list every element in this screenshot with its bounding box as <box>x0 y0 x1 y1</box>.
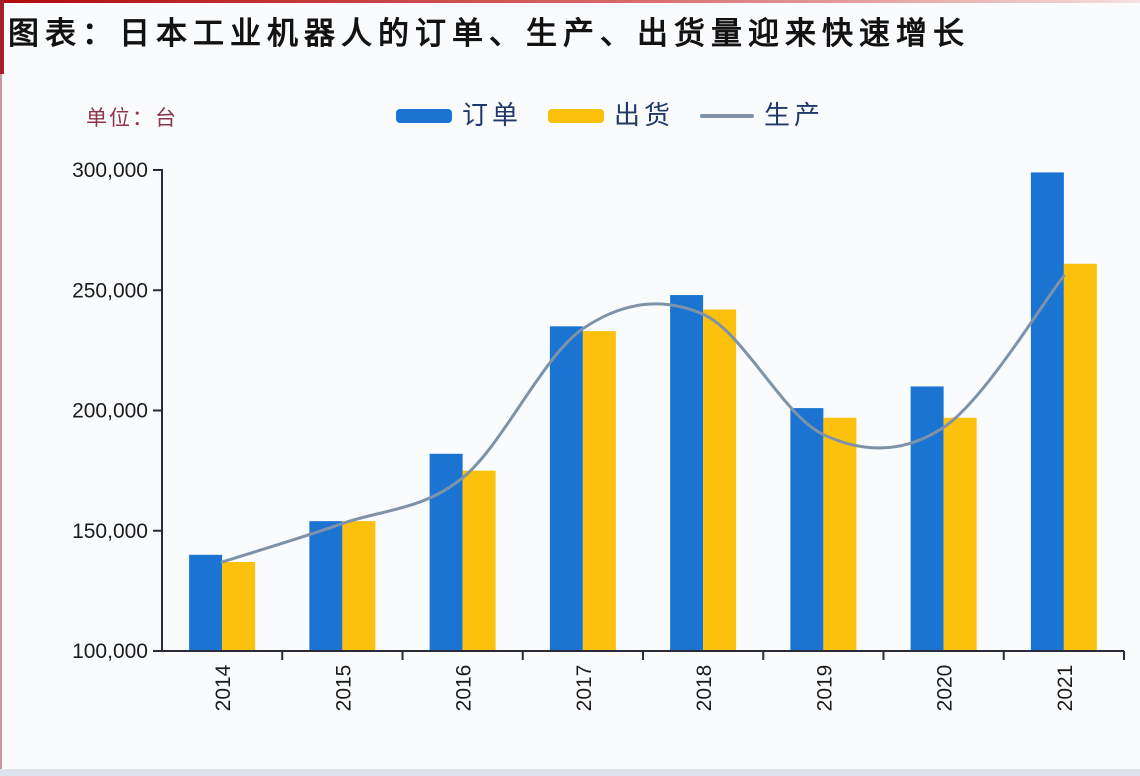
x-tick-label-2021: 2021 <box>1054 665 1077 712</box>
bar-shipments-2019 <box>823 417 857 652</box>
unit-label: 单位：台 <box>86 107 178 130</box>
red-top-border <box>0 0 1140 3</box>
bar-orders-2020 <box>910 386 944 652</box>
bottom-strip <box>0 769 1140 776</box>
red-left-edge <box>0 0 2 776</box>
x-tick-label-2019: 2019 <box>813 665 836 712</box>
bar-orders-2021 <box>1030 172 1064 652</box>
x-tick-label-2017: 2017 <box>573 665 596 712</box>
x-tick-label-2014: 2014 <box>212 664 235 711</box>
bar-orders-2014 <box>189 554 223 652</box>
bar-orders-2019 <box>790 408 824 652</box>
red-left-border-segment <box>0 0 4 74</box>
legend-label-production: 生产 <box>764 101 825 131</box>
axes <box>161 169 1124 652</box>
bar-orders-2015 <box>309 521 343 652</box>
legend-label-orders: 订单 <box>462 101 523 131</box>
bar-shipments-2016 <box>462 470 496 652</box>
bar-shipments-2018 <box>703 309 737 652</box>
production-line-swatch-icon <box>700 114 755 118</box>
bar-shipments-2015 <box>342 521 376 652</box>
legend-item-orders: 订单 <box>396 99 522 133</box>
y-tick-label: 300,000 <box>72 159 148 182</box>
legend-item-production: 生产 <box>700 99 824 133</box>
bar-shipments-2021 <box>1063 263 1097 652</box>
bar-orders-2018 <box>670 295 704 652</box>
page-title: 图表：日本工业机器人的订单、生产、出货量迎来快速增长 <box>8 16 970 51</box>
x-tick-label-2020: 2020 <box>934 665 957 712</box>
bar-shipments-2020 <box>943 417 977 652</box>
x-tick-label-2015: 2015 <box>332 665 355 712</box>
bar-orders-2017 <box>549 326 583 652</box>
legend: 订单 出货 生产 <box>396 96 850 136</box>
y-tick-label: 250,000 <box>72 279 148 302</box>
legend-label-shipments: 出货 <box>614 101 675 131</box>
orders-swatch-icon <box>396 109 452 123</box>
shipments-swatch-icon <box>548 109 605 123</box>
production-line <box>220 274 1066 564</box>
bar-shipments-2014 <box>222 562 256 652</box>
bar-shipments-2017 <box>582 331 616 652</box>
x-tick-label-2016: 2016 <box>453 665 476 712</box>
y-tick-label: 150,000 <box>72 520 148 543</box>
legend-item-shipments: 出货 <box>548 99 674 133</box>
x-tick-label-2018: 2018 <box>693 665 716 712</box>
bar-orders-2016 <box>429 453 463 652</box>
y-tick-label: 100,000 <box>72 640 148 663</box>
y-tick-label: 200,000 <box>72 400 148 423</box>
